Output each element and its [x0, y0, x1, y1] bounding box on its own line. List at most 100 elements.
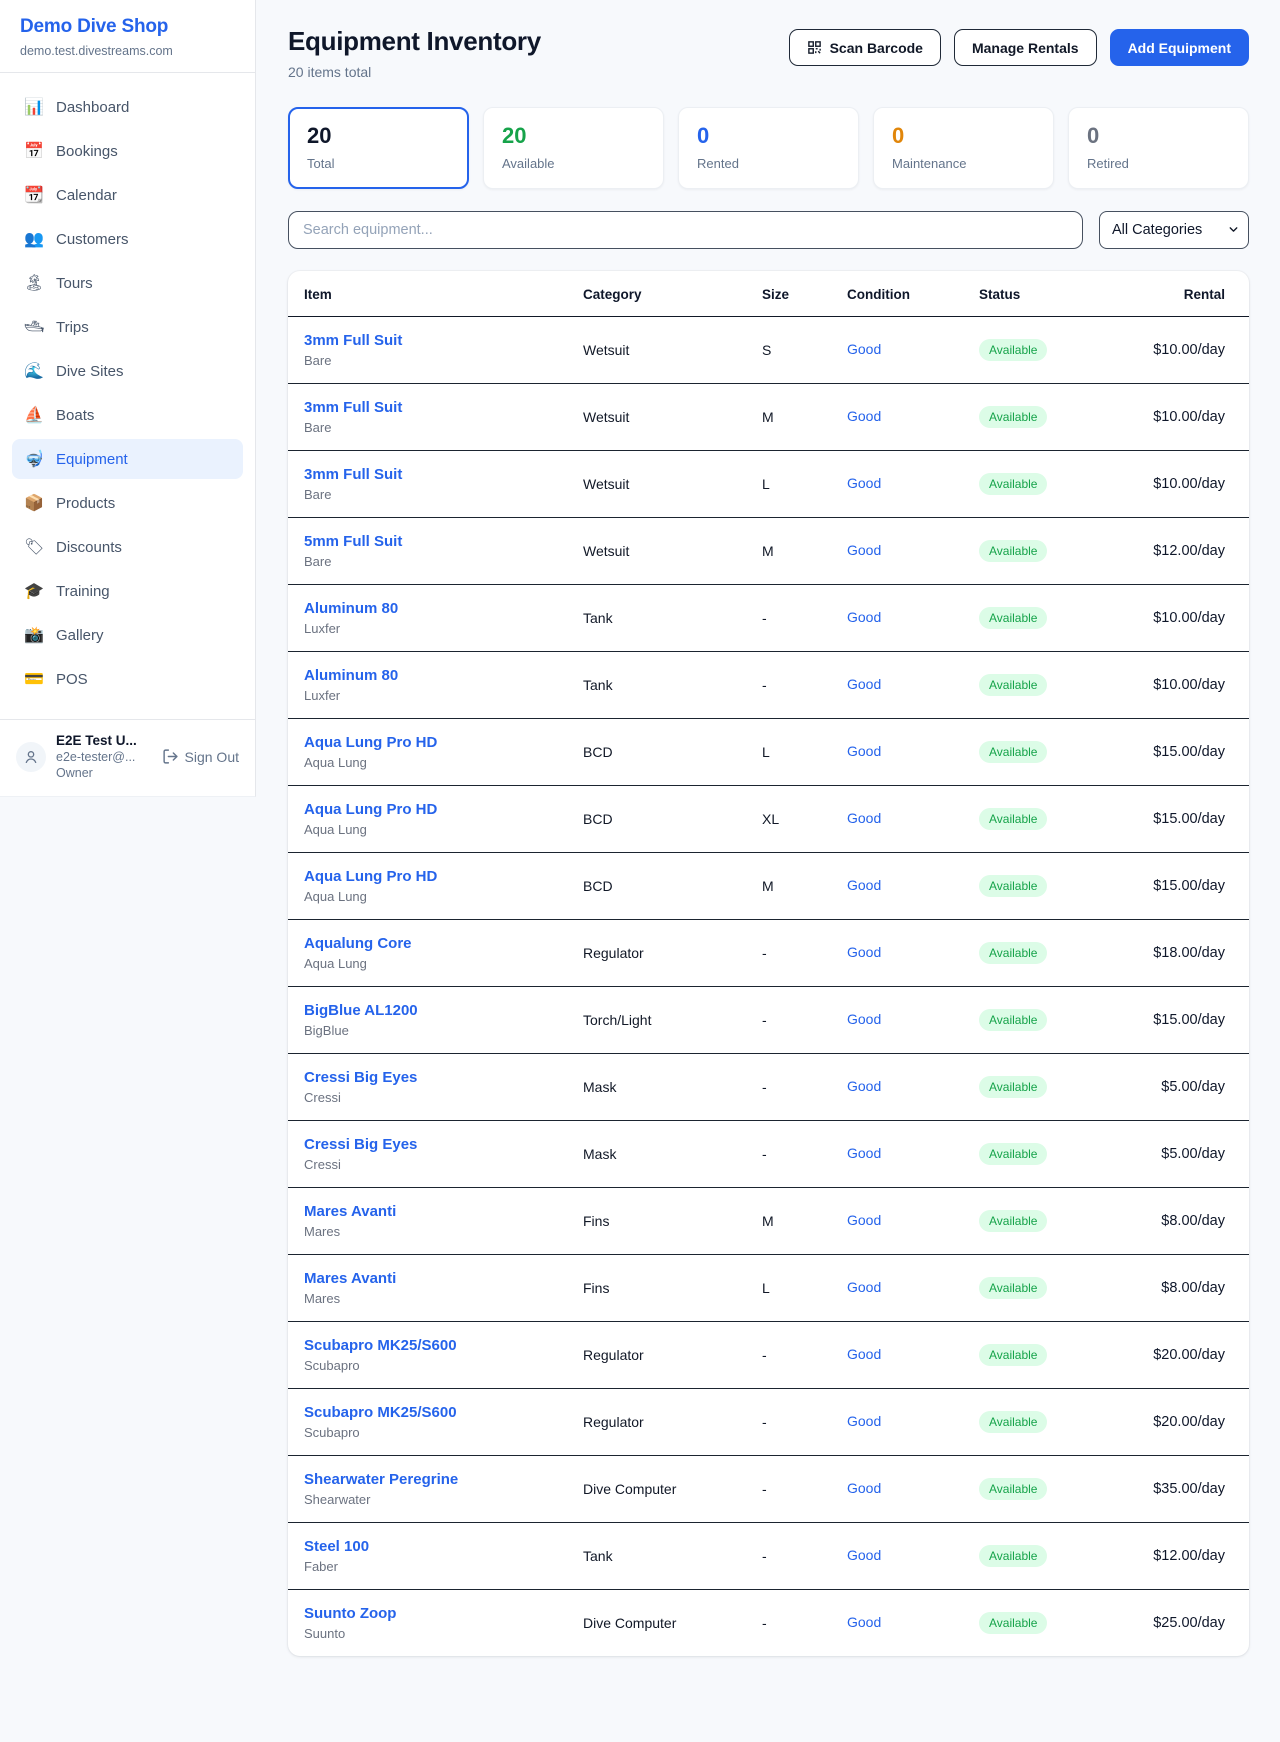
item-name-link[interactable]: Cressi Big Eyes — [304, 1136, 418, 1153]
category-select[interactable]: All Categories — [1099, 211, 1249, 249]
scan-barcode-button[interactable]: Scan Barcode — [788, 29, 941, 66]
item-name-link[interactable]: Aqualung Core — [304, 935, 412, 952]
condition-link[interactable]: Good — [847, 743, 882, 759]
stat-card-retired[interactable]: 0 Retired — [1068, 107, 1249, 189]
table-row: Scubapro MK25/S600 Scubapro Regulator - … — [288, 1321, 1249, 1389]
item-name-link[interactable]: Scubapro MK25/S600 — [304, 1337, 457, 1354]
condition-link[interactable]: Good — [847, 1212, 882, 1228]
status-cell: Available — [979, 1053, 1129, 1121]
rental-price: $10.00/day — [1153, 476, 1225, 492]
condition-link[interactable]: Good — [847, 1614, 882, 1630]
item-name-link[interactable]: Aqua Lung Pro HD — [304, 801, 438, 818]
stat-card-total[interactable]: 20 Total — [288, 107, 469, 189]
status-badge: Available — [979, 875, 1048, 897]
sidebar-item-trips[interactable]: 🛥 Trips — [12, 307, 243, 347]
item-cell: Aqualung Core Aqua Lung — [288, 919, 583, 987]
item-name-link[interactable]: Aluminum 80 — [304, 600, 399, 617]
add-equipment-button[interactable]: Add Equipment — [1109, 29, 1249, 66]
stat-card-available[interactable]: 20 Available — [483, 107, 664, 189]
item-name-link[interactable]: Suunto Zoop — [304, 1605, 397, 1622]
item-name-link[interactable]: BigBlue AL1200 — [304, 1002, 418, 1019]
status-cell: Available — [979, 718, 1129, 786]
sign-out-button[interactable]: Sign Out — [162, 748, 239, 765]
table-row: 3mm Full Suit Bare Wetsuit S Good Availa… — [288, 317, 1249, 384]
sidebar-item-training[interactable]: 🎓 Training — [12, 571, 243, 611]
condition-link[interactable]: Good — [847, 676, 882, 692]
rental-cell: $5.00/day — [1129, 1053, 1249, 1121]
item-cell: Cressi Big Eyes Cressi — [288, 1053, 583, 1121]
sidebar-item-label: POS — [56, 670, 88, 688]
item-cell: 3mm Full Suit Bare — [288, 383, 583, 451]
item-name-link[interactable]: 3mm Full Suit — [304, 399, 403, 416]
condition-link[interactable]: Good — [847, 1145, 882, 1161]
sidebar-item-dashboard[interactable]: 📊 Dashboard — [12, 87, 243, 127]
item-name-link[interactable]: Mares Avanti — [304, 1270, 397, 1287]
item-name-link[interactable]: Scubapro MK25/S600 — [304, 1404, 457, 1421]
item-name-link[interactable]: Shearwater Peregrine — [304, 1471, 459, 1488]
calendar-date-icon: 📅 — [24, 143, 44, 160]
condition-link[interactable]: Good — [847, 877, 882, 893]
condition-link[interactable]: Good — [847, 1011, 882, 1027]
scan-barcode-label: Scan Barcode — [829, 39, 923, 56]
sidebar-item-pos[interactable]: 💳 POS — [12, 659, 243, 699]
search-input[interactable] — [288, 211, 1083, 249]
item-name-link[interactable]: Steel 100 — [304, 1538, 370, 1555]
item-name-link[interactable]: Aluminum 80 — [304, 667, 399, 684]
sidebar-item-products[interactable]: 📦 Products — [12, 483, 243, 523]
item-name-link[interactable]: 5mm Full Suit — [304, 533, 403, 550]
condition-link[interactable]: Good — [847, 542, 882, 558]
rental-cell: $10.00/day — [1129, 584, 1249, 652]
stat-label: Available — [502, 156, 555, 171]
condition-link[interactable]: Good — [847, 609, 882, 625]
status-cell: Available — [979, 383, 1129, 451]
size-cell: M — [762, 852, 847, 920]
condition-link[interactable]: Good — [847, 475, 882, 491]
condition-link[interactable]: Good — [847, 1480, 882, 1496]
item-name-link[interactable]: 3mm Full Suit — [304, 466, 403, 483]
item-brand: Luxfer — [304, 688, 341, 703]
user-role: Owner — [56, 766, 93, 780]
condition-link[interactable]: Good — [847, 1346, 882, 1362]
sidebar-item-gallery[interactable]: 📸 Gallery — [12, 615, 243, 655]
condition-link[interactable]: Good — [847, 341, 882, 357]
condition-link[interactable]: Good — [847, 1279, 882, 1295]
sidebar-item-tours[interactable]: 🏝 Tours — [12, 263, 243, 303]
status-cell: Available — [979, 1455, 1129, 1523]
table-row: 5mm Full Suit Bare Wetsuit M Good Availa… — [288, 517, 1249, 585]
item-name-link[interactable]: Mares Avanti — [304, 1203, 397, 1220]
stat-label: Retired — [1087, 156, 1129, 171]
status-cell: Available — [979, 919, 1129, 987]
item-name-link[interactable]: Cressi Big Eyes — [304, 1069, 418, 1086]
condition-link[interactable]: Good — [847, 1413, 882, 1429]
condition-link[interactable]: Good — [847, 408, 882, 424]
sign-out-label: Sign Out — [184, 748, 239, 765]
sidebar-item-customers[interactable]: 👥 Customers — [12, 219, 243, 259]
condition-link[interactable]: Good — [847, 1078, 882, 1094]
sidebar-item-boats[interactable]: ⛵ Boats — [12, 395, 243, 435]
sidebar-item-dive-sites[interactable]: 🌊 Dive Sites — [12, 351, 243, 391]
condition-link[interactable]: Good — [847, 810, 882, 826]
item-brand: Aqua Lung — [304, 755, 367, 770]
stat-card-maintenance[interactable]: 0 Maintenance — [873, 107, 1054, 189]
sidebar-item-calendar[interactable]: 📆 Calendar — [12, 175, 243, 215]
condition-link[interactable]: Good — [847, 944, 882, 960]
sidebar-item-bookings[interactable]: 📅 Bookings — [12, 131, 243, 171]
item-name-link[interactable]: 3mm Full Suit — [304, 332, 403, 349]
condition-link[interactable]: Good — [847, 1547, 882, 1563]
rental-price: $12.00/day — [1153, 1548, 1225, 1564]
size-cell: M — [762, 517, 847, 585]
sidebar-item-discounts[interactable]: 🏷 Discounts — [12, 527, 243, 567]
column-header-status: Status — [979, 271, 1129, 317]
person-icon — [25, 750, 37, 763]
table-row: Aqua Lung Pro HD Aqua Lung BCD M Good Av… — [288, 852, 1249, 920]
size-cell: - — [762, 1321, 847, 1389]
motorboat-icon: 🛥 — [24, 319, 45, 336]
stat-value: 0 — [697, 123, 710, 148]
sidebar-item-equipment[interactable]: 🤿 Equipment — [12, 439, 243, 479]
manage-rentals-button[interactable]: Manage Rentals — [953, 29, 1097, 66]
item-name-link[interactable]: Aqua Lung Pro HD — [304, 734, 438, 751]
item-name-link[interactable]: Aqua Lung Pro HD — [304, 868, 438, 885]
table-row: Aqua Lung Pro HD Aqua Lung BCD XL Good A… — [288, 785, 1249, 853]
stat-card-rented[interactable]: 0 Rented — [678, 107, 859, 189]
tag-icon: 🏷 — [24, 539, 45, 556]
